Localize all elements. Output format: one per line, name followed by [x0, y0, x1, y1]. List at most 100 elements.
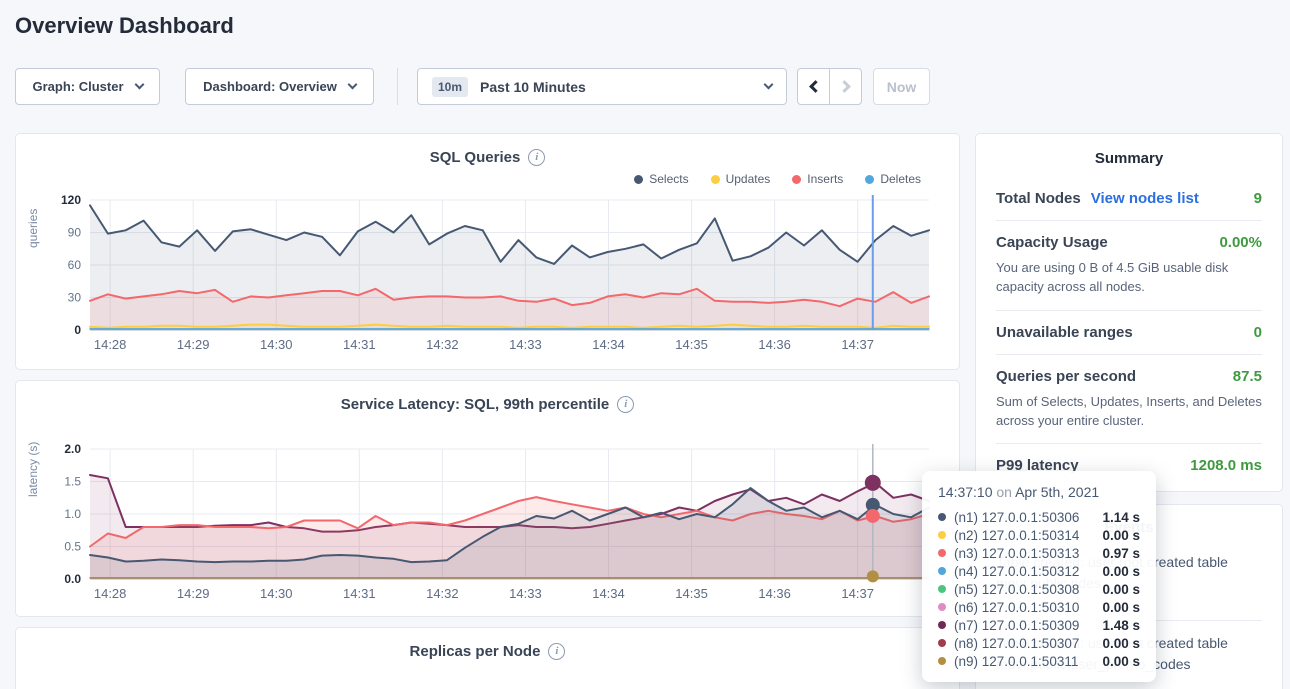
summary-value: 1208.0 ms	[1190, 457, 1262, 474]
tooltip-node: (n8) 127.0.0.1:50307	[954, 636, 1079, 651]
svg-text:60: 60	[68, 258, 82, 272]
y-axis-label: latency (s)	[26, 442, 40, 497]
chevron-right-icon	[838, 80, 851, 93]
toolbar-divider	[397, 68, 398, 105]
chevron-down-icon	[347, 80, 357, 90]
tooltip-row: (n4) 127.0.0.1:50312 0.00 s	[938, 562, 1140, 580]
tooltip-node: (n1) 127.0.0.1:50306	[954, 510, 1079, 525]
tooltip-value: 0.00 s	[1102, 600, 1140, 615]
summary-value: 9	[1254, 190, 1262, 207]
sql-queries-chart[interactable]: queries 14:2814:2914:3014:3114:3214:3314…	[32, 190, 943, 363]
sql-queries-plot[interactable]: 14:2814:2914:3014:3114:3214:3314:3414:35…	[32, 190, 937, 358]
tooltip-row: (n9) 127.0.0.1:503110.00 s	[938, 652, 1140, 670]
graph-dropdown[interactable]: Graph: Cluster	[15, 68, 160, 105]
chevron-down-icon	[134, 80, 144, 90]
service-latency-title: Service Latency: SQL, 99th percentile i	[32, 393, 943, 415]
tooltip-value: 0.00 s	[1102, 582, 1140, 597]
tooltip-value: 0.00 s	[1102, 636, 1140, 651]
legend-label: Updates	[726, 172, 771, 186]
service-latency-plot[interactable]: 14:2814:2914:3014:3114:3214:3314:3414:35…	[32, 439, 937, 607]
tooltip-node: (n4) 127.0.0.1:50312	[954, 564, 1079, 579]
summary-label: Unavailable ranges	[996, 324, 1133, 341]
svg-text:14:35: 14:35	[675, 337, 708, 352]
svg-text:14:31: 14:31	[343, 586, 376, 601]
tooltip-node: (n6) 127.0.0.1:50310	[954, 600, 1079, 615]
svg-text:120: 120	[61, 193, 81, 207]
tooltip-row: (n2) 127.0.0.1:50314 0.00 s	[938, 526, 1140, 544]
tooltip-date: Apr 5th, 2021	[1015, 484, 1099, 500]
series-dot-icon	[938, 639, 946, 647]
tooltip-rows: (n1) 127.0.0.1:503061.14 s(n2) 127.0.0.1…	[938, 508, 1140, 670]
tooltip-node: (n2) 127.0.0.1:50314	[954, 528, 1079, 543]
summary-row-total-nodes: Total Nodes View nodes list 9	[996, 177, 1262, 221]
series-dot-icon	[938, 657, 946, 665]
svg-text:14:33: 14:33	[509, 586, 542, 601]
series-dot-icon	[938, 567, 946, 575]
service-latency-chart[interactable]: latency (s) 14:2814:2914:3014:3114:3214:…	[32, 415, 943, 612]
replicas-per-node-card: Replicas per Node i	[15, 627, 960, 689]
chart-title-text: Service Latency: SQL, 99th percentile	[341, 396, 609, 413]
time-prev-button[interactable]	[798, 69, 829, 104]
svg-text:14:30: 14:30	[260, 586, 293, 601]
chevron-left-icon	[809, 80, 822, 93]
series-dot-icon	[938, 621, 946, 629]
svg-text:0: 0	[74, 323, 81, 337]
tooltip-row: (n8) 127.0.0.1:50307 0.00 s	[938, 634, 1140, 652]
legend-label: Inserts	[807, 172, 843, 186]
now-button[interactable]: Now	[873, 68, 930, 105]
sql-queries-title: SQL Queries i	[32, 146, 943, 168]
tooltip-value: 1.14 s	[1102, 510, 1140, 525]
time-next-button[interactable]	[829, 69, 861, 104]
series-dot-icon	[938, 603, 946, 611]
tooltip-time: 14:37:10	[938, 484, 993, 500]
sql-queries-legend: Selects Updates Inserts Deletes	[32, 168, 943, 190]
tooltip-value: 1.48 s	[1102, 618, 1140, 633]
tooltip-node: (n5) 127.0.0.1:50308	[954, 582, 1079, 597]
summary-row-queries-per-second: Queries per second 87.5 Sum of Selects, …	[996, 355, 1262, 445]
svg-text:14:28: 14:28	[94, 586, 127, 601]
legend-item-inserts: Inserts	[792, 172, 843, 186]
chart-hover-tooltip: 14:37:10 on Apr 5th, 2021 (n1) 127.0.0.1…	[922, 471, 1156, 682]
summary-value: 87.5	[1233, 368, 1262, 385]
info-icon[interactable]: i	[528, 149, 545, 166]
replicas-per-node-title: Replicas per Node i	[32, 640, 943, 662]
chart-title-text: SQL Queries	[430, 149, 521, 166]
legend-label: Deletes	[880, 172, 921, 186]
svg-text:0.5: 0.5	[64, 540, 81, 554]
svg-text:0.0: 0.0	[64, 572, 81, 586]
tooltip-row: (n7) 127.0.0.1:503091.48 s	[938, 616, 1140, 634]
svg-text:14:37: 14:37	[841, 337, 874, 352]
time-nav-group	[797, 68, 862, 105]
svg-text:1.5: 1.5	[64, 475, 81, 489]
info-icon[interactable]: i	[617, 396, 634, 413]
time-range-dropdown[interactable]: 10m Past 10 Minutes	[417, 68, 787, 105]
dashboard-dropdown[interactable]: Dashboard: Overview	[185, 68, 374, 105]
svg-text:14:37: 14:37	[841, 586, 874, 601]
svg-text:14:35: 14:35	[675, 586, 708, 601]
svg-text:14:34: 14:34	[592, 337, 625, 352]
tooltip-value: 0.97 s	[1102, 546, 1140, 561]
tooltip-timestamp: 14:37:10 on Apr 5th, 2021	[938, 484, 1140, 500]
svg-text:14:36: 14:36	[758, 337, 791, 352]
series-dot-icon	[938, 585, 946, 593]
svg-text:14:31: 14:31	[343, 337, 376, 352]
tooltip-value: 0.00 s	[1102, 564, 1140, 579]
chart-title-text: Replicas per Node	[410, 643, 541, 660]
svg-text:14:29: 14:29	[177, 586, 210, 601]
tooltip-row: (n1) 127.0.0.1:50306 1.14 s	[938, 508, 1140, 526]
tooltip-value: 0.00 s	[1102, 528, 1140, 543]
tooltip-value: 0.00 s	[1102, 654, 1140, 669]
svg-text:14:32: 14:32	[426, 586, 459, 601]
svg-text:90: 90	[68, 226, 82, 240]
svg-text:14:36: 14:36	[758, 586, 791, 601]
legend-item-selects: Selects	[634, 172, 688, 186]
page-title: Overview Dashboard	[15, 13, 234, 39]
svg-text:14:33: 14:33	[509, 337, 542, 352]
tooltip-row: (n3) 127.0.0.1:503130.97 s	[938, 544, 1140, 562]
svg-text:14:29: 14:29	[177, 337, 210, 352]
svg-text:14:32: 14:32	[426, 337, 459, 352]
service-latency-card: Service Latency: SQL, 99th percentile i …	[15, 380, 960, 617]
series-dot-icon	[938, 513, 946, 521]
view-nodes-list-link[interactable]: View nodes list	[1091, 190, 1199, 207]
info-icon[interactable]: i	[548, 643, 565, 660]
